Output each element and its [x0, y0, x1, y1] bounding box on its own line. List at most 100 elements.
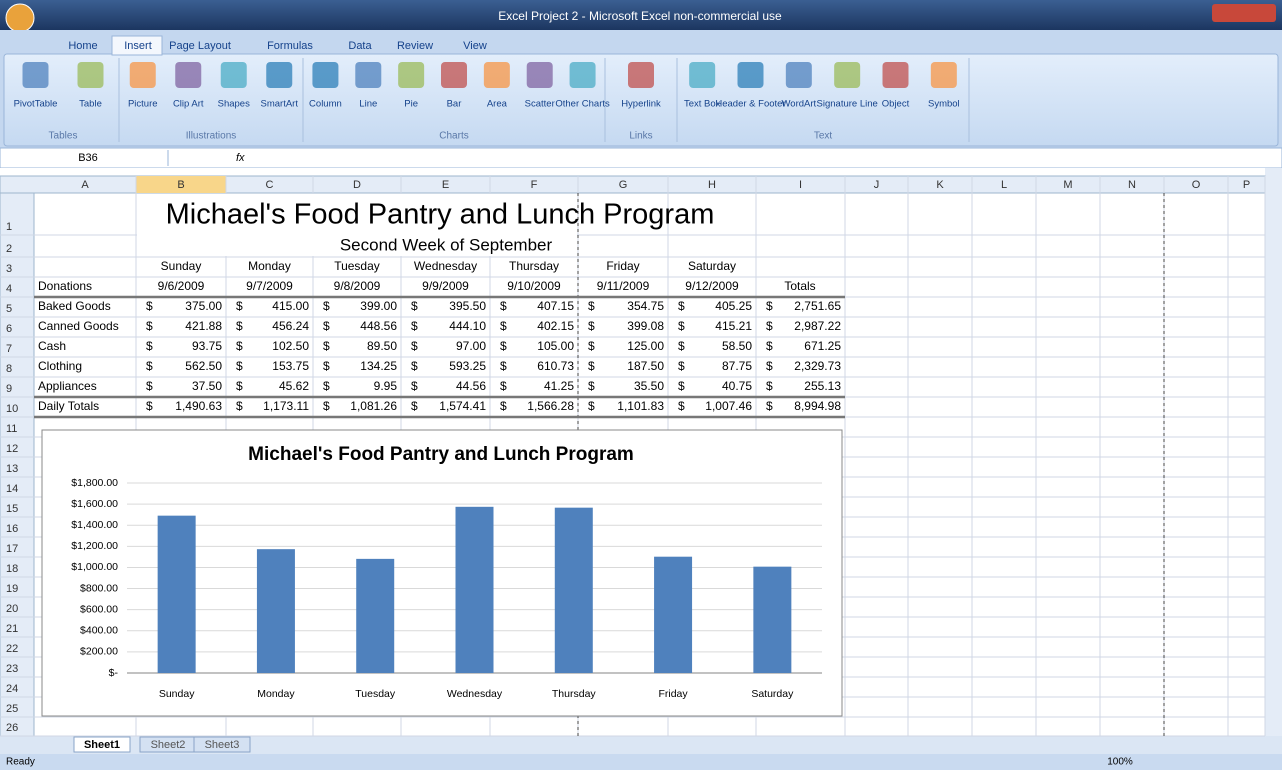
- column-header[interactable]: G: [619, 179, 628, 191]
- row-header[interactable]: 25: [6, 703, 18, 715]
- ribbon-button-label[interactable]: Clip Art: [173, 99, 204, 110]
- row-header[interactable]: 6: [6, 323, 12, 335]
- ribbon-icon[interactable]: [737, 62, 764, 88]
- row-header[interactable]: 14: [6, 483, 18, 495]
- row-header[interactable]: 18: [6, 563, 18, 575]
- column-header[interactable]: B: [177, 179, 184, 191]
- ribbon-button-label[interactable]: Shapes: [218, 99, 250, 110]
- row-header[interactable]: 8: [6, 363, 12, 375]
- ribbon-button-label[interactable]: Bar: [447, 99, 462, 110]
- ribbon-icon[interactable]: [22, 62, 49, 88]
- column-header[interactable]: N: [1128, 179, 1136, 191]
- ribbon-icon[interactable]: [882, 62, 909, 88]
- ribbon-icon[interactable]: [77, 62, 104, 88]
- ribbon-icon[interactable]: [355, 62, 382, 88]
- row-header[interactable]: 23: [6, 663, 18, 675]
- ribbon-button-label[interactable]: Pie: [404, 99, 418, 110]
- row-header[interactable]: 1: [6, 221, 12, 233]
- fx-button[interactable]: fx: [236, 152, 245, 164]
- row-header[interactable]: 15: [6, 503, 18, 515]
- sheet-tab-label[interactable]: Sheet1: [84, 739, 120, 751]
- ribbon-tab[interactable]: Home: [68, 40, 97, 52]
- ribbon-button-label[interactable]: Hyperlink: [621, 99, 661, 110]
- ribbon-tab[interactable]: View: [463, 40, 487, 52]
- ribbon-button-label[interactable]: WordArt: [781, 99, 816, 110]
- row-header[interactable]: 22: [6, 643, 18, 655]
- sheet-tab[interactable]: [73, 736, 131, 753]
- row-header[interactable]: 12: [6, 443, 18, 455]
- ribbon-button-label[interactable]: Line: [359, 99, 377, 110]
- row-header[interactable]: 19: [6, 583, 18, 595]
- ribbon-button-label[interactable]: PivotTable: [14, 99, 58, 110]
- row-header[interactable]: 4: [6, 283, 12, 295]
- ribbon-tab[interactable]: Insert: [124, 40, 152, 52]
- ribbon-button-label[interactable]: Header & Footer: [715, 99, 785, 110]
- zoom-level[interactable]: 100%: [1107, 757, 1133, 768]
- ribbon-button-label[interactable]: Text Box: [684, 99, 721, 110]
- ribbon-icon[interactable]: [441, 62, 467, 88]
- ribbon-button-label[interactable]: SmartArt: [261, 99, 299, 110]
- column-header[interactable]: E: [442, 179, 449, 191]
- ribbon-icon[interactable]: [689, 62, 716, 88]
- sheet-tab-label[interactable]: Sheet3: [205, 739, 240, 751]
- row-header[interactable]: 3: [6, 263, 12, 275]
- column-header[interactable]: D: [353, 179, 361, 191]
- ribbon-icon[interactable]: [930, 62, 957, 88]
- ribbon-icon[interactable]: [175, 62, 202, 88]
- ribbon-icon[interactable]: [834, 62, 861, 88]
- column-header[interactable]: M: [1063, 179, 1072, 191]
- row-header[interactable]: 20: [6, 603, 18, 615]
- ribbon-icon[interactable]: [220, 62, 247, 88]
- row-header[interactable]: 13: [6, 463, 18, 475]
- row-header[interactable]: 17: [6, 543, 18, 555]
- row-header[interactable]: 5: [6, 303, 12, 315]
- column-header[interactable]: L: [1001, 179, 1007, 191]
- row-header[interactable]: 2: [6, 243, 12, 255]
- ribbon-button-label[interactable]: Other Charts: [555, 99, 610, 110]
- window-controls[interactable]: [1212, 4, 1276, 22]
- ribbon-tab[interactable]: Data: [348, 40, 372, 52]
- active-tab[interactable]: [111, 35, 163, 56]
- row-header[interactable]: 7: [6, 343, 12, 355]
- ribbon-icon[interactable]: [569, 62, 596, 88]
- ribbon-tab[interactable]: Formulas: [267, 40, 313, 52]
- column-header[interactable]: C: [266, 179, 274, 191]
- ribbon-icon[interactable]: [526, 62, 553, 88]
- column-header[interactable]: A: [81, 179, 89, 191]
- ribbon-icon[interactable]: [398, 62, 425, 88]
- ribbon-button-label[interactable]: Scatter: [525, 99, 555, 110]
- office-button[interactable]: [5, 3, 35, 33]
- row-header[interactable]: 24: [6, 683, 18, 695]
- row-header[interactable]: 11: [6, 423, 17, 435]
- column-header[interactable]: F: [531, 179, 538, 191]
- name-box[interactable]: B36: [78, 152, 98, 164]
- ribbon-button-label[interactable]: Signature Line: [817, 99, 878, 110]
- row-header[interactable]: 26: [6, 722, 18, 734]
- sheet-tab[interactable]: [193, 736, 251, 753]
- vertical-scrollbar[interactable]: [1265, 168, 1282, 736]
- ribbon-icon[interactable]: [266, 62, 293, 88]
- ribbon-button-label[interactable]: Picture: [128, 99, 158, 110]
- column-header[interactable]: P: [1243, 179, 1250, 191]
- ribbon-icon[interactable]: [628, 62, 654, 88]
- ribbon-icon[interactable]: [483, 62, 510, 88]
- row-header[interactable]: 10: [6, 403, 18, 415]
- ribbon-button-label[interactable]: Table: [79, 99, 102, 110]
- ribbon-button-label[interactable]: Symbol: [928, 99, 960, 110]
- ribbon-button-label[interactable]: Area: [487, 99, 508, 110]
- column-header[interactable]: H: [708, 179, 716, 191]
- column-header[interactable]: O: [1192, 179, 1201, 191]
- row-header[interactable]: 16: [6, 523, 18, 535]
- ribbon-tab[interactable]: Page Layout: [169, 40, 231, 52]
- sheet-tab-label[interactable]: Sheet2: [151, 739, 186, 751]
- ribbon-icon[interactable]: [785, 62, 812, 88]
- column-header[interactable]: K: [936, 179, 944, 191]
- ribbon-button-label[interactable]: Object: [882, 99, 910, 110]
- row-header[interactable]: 21: [6, 623, 18, 635]
- column-header[interactable]: J: [874, 179, 880, 191]
- ribbon-button-label[interactable]: Column: [309, 99, 342, 110]
- ribbon-icon[interactable]: [312, 62, 339, 88]
- column-header[interactable]: I: [799, 179, 802, 191]
- row-header[interactable]: 9: [6, 383, 12, 395]
- ribbon-tab[interactable]: Review: [397, 40, 433, 52]
